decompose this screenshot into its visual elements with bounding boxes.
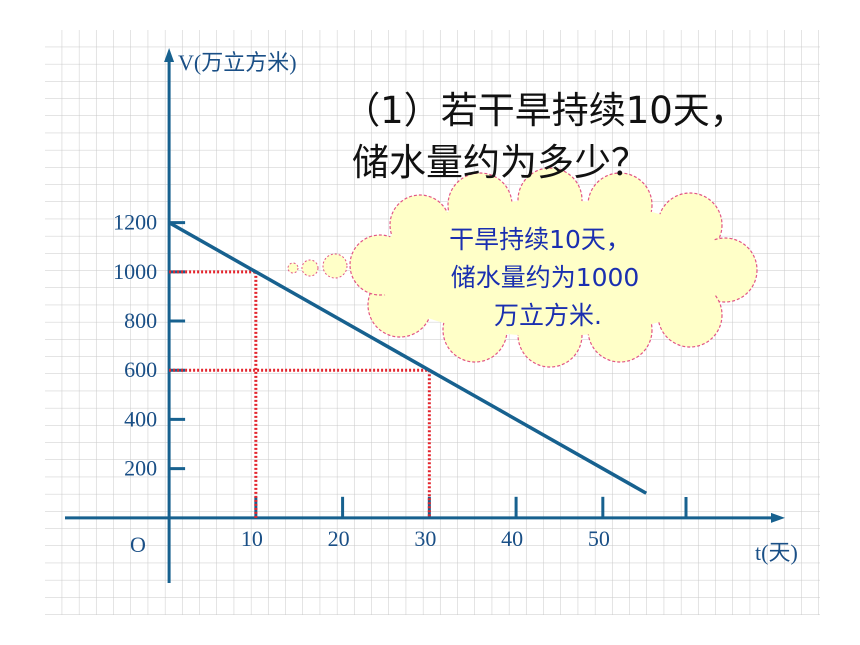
x-tick-label: 20	[328, 526, 350, 551]
x-tick-label: 50	[588, 526, 610, 551]
annotation-line: 万立方米.	[494, 301, 602, 330]
y-axis-arrow	[164, 48, 175, 62]
y-tick-label: 600	[124, 357, 157, 382]
y-tick-label: 400	[124, 406, 157, 431]
y-tick-label: 1000	[113, 259, 157, 284]
y-tick-label: 1200	[113, 210, 157, 235]
x-axis-label: t(天)	[755, 540, 798, 565]
annotation-line: 储水量约为1000	[451, 263, 640, 292]
origin-label: O	[130, 532, 146, 557]
data-line	[168, 221, 648, 495]
x-axis-arrow	[771, 512, 785, 523]
question-line-2: 储水量约为多少？	[352, 141, 648, 184]
annotation-line: 干旱持续10天，	[449, 225, 631, 254]
y-tick-label: 800	[124, 308, 157, 333]
x-tick-label: 30	[414, 526, 436, 551]
y-axis-label: V(万立方米)	[178, 50, 297, 75]
thought-cloud	[287, 167, 758, 368]
x-tick-label: 10	[241, 526, 263, 551]
x-tick-label: 40	[501, 526, 523, 551]
question-line-1: （1）若干旱持续10天，	[343, 89, 747, 132]
y-tick-label: 200	[124, 456, 157, 481]
